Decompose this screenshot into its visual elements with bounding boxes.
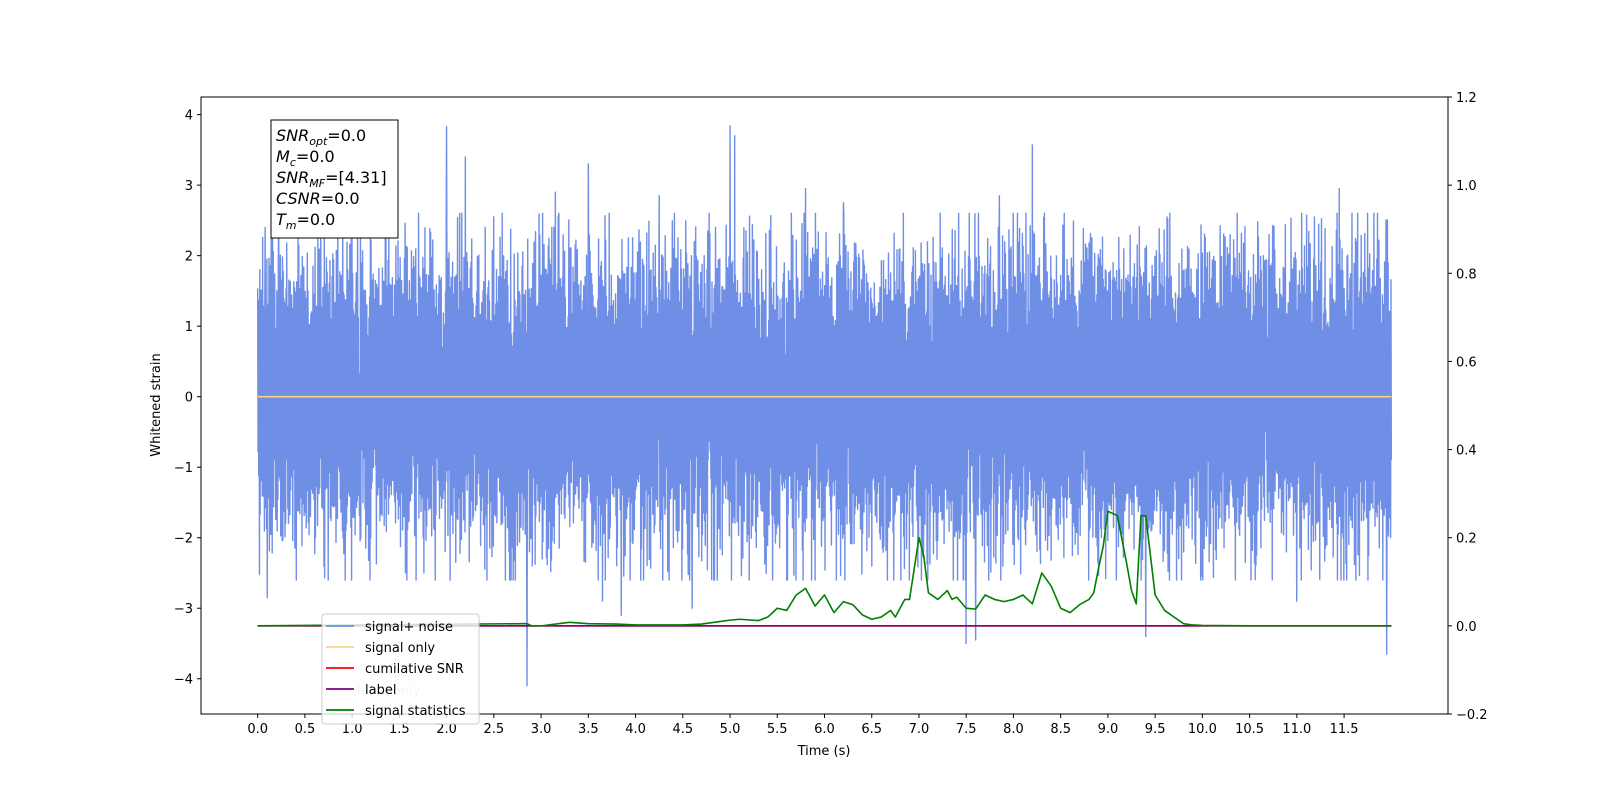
y2-tick-label: 0.6 xyxy=(1456,355,1477,370)
x-tick-label: 10.0 xyxy=(1188,722,1217,737)
annotation-line: CSNR=0.0 xyxy=(276,189,360,208)
x-tick-label: 11.5 xyxy=(1330,722,1359,737)
x-tick-label: 4.0 xyxy=(625,722,646,737)
x-tick-label: 11.0 xyxy=(1282,722,1311,737)
y-axis-title: Whitened strain xyxy=(149,353,164,456)
annotation-value: =0.0 xyxy=(297,210,336,229)
annotation-value: =[4.31] xyxy=(325,168,387,187)
x-tick-label: 5.0 xyxy=(720,722,741,737)
x-tick-label: 1.0 xyxy=(342,722,363,737)
y2-tick-label: 0.2 xyxy=(1456,532,1477,547)
x-tick-label: 8.0 xyxy=(1003,722,1024,737)
x-tick-label: 7.5 xyxy=(956,722,977,737)
x-tick-label: 8.5 xyxy=(1050,722,1071,737)
x-tick-label: 0.5 xyxy=(295,722,316,737)
x-tick-label: 6.0 xyxy=(814,722,835,737)
annotation-subscript: opt xyxy=(309,135,328,148)
y-tick-label: 1 xyxy=(185,320,193,335)
annotation-subscript: m xyxy=(286,219,297,232)
y-axis-right: 1.2 1.0 0.8 0.6 0.4 0.2 0.0 −0.2 xyxy=(1448,91,1488,723)
y-tick-label: −2 xyxy=(174,532,193,547)
y-tick-label: 3 xyxy=(185,179,193,194)
x-tick-label: 2.5 xyxy=(484,722,505,737)
y-tick-label: 2 xyxy=(185,250,193,265)
legend-frame xyxy=(321,613,480,725)
annotation-line: SNRMF=[4.31] xyxy=(276,168,387,190)
annotation-line: SNRopt=0.0 xyxy=(276,126,366,148)
annotation-value: =0.0 xyxy=(296,147,335,166)
y-axis-left: 4 3 2 1 0 −1 −2 −3 −4 xyxy=(174,109,201,688)
annotation-value: =0.0 xyxy=(321,189,360,208)
y-tick-label: −1 xyxy=(174,461,193,476)
x-tick-label: 1.5 xyxy=(389,722,410,737)
y2-tick-label: 0.4 xyxy=(1456,444,1477,459)
annotation-line: Tm=0.0 xyxy=(276,210,335,232)
y-tick-label: 4 xyxy=(185,109,193,124)
annotation-symbol: CSNR xyxy=(276,189,321,208)
y2-tick-label: 0.8 xyxy=(1456,267,1477,282)
x-tick-label: 0.0 xyxy=(247,722,268,737)
y-tick-label: 0 xyxy=(185,391,193,406)
x-tick-label: 3.0 xyxy=(531,722,552,737)
y2-tick-label: 0.0 xyxy=(1456,620,1477,635)
x-axis: 0.0 0.5 1.0 1.5 2.0 2.5 3.0 3.5 4.0 4.5 5.0 5.5 6.0 6… xyxy=(247,714,1359,737)
annotation-subscript: MF xyxy=(309,177,325,190)
legend-label: signal+ noise xyxy=(365,620,453,635)
annotation-frame xyxy=(270,119,399,239)
x-tick-label: 2.0 xyxy=(436,722,457,737)
y2-tick-label: 1.2 xyxy=(1456,91,1477,106)
x-axis-title: Time (s) xyxy=(797,744,851,759)
annotation-symbol: SNR xyxy=(276,168,309,187)
annotation-symbol: M xyxy=(276,147,290,166)
series-signal-noise-line xyxy=(256,125,1393,687)
legend-label: signal statistics xyxy=(365,704,466,719)
x-tick-label: 4.5 xyxy=(672,722,693,737)
annotation-symbol: SNR xyxy=(276,126,309,145)
legend-label: signal only xyxy=(365,641,435,656)
annotation-box: SNRopt=0.0Mc=0.0SNRMF=[4.31]CSNR=0.0Tm=0… xyxy=(270,119,399,239)
x-tick-label: 10.5 xyxy=(1235,722,1264,737)
annotation-value: =0.0 xyxy=(327,126,366,145)
annotation-line: Mc=0.0 xyxy=(276,147,335,169)
annotation-symbol: T xyxy=(276,210,287,229)
y-tick-label: −4 xyxy=(174,673,193,688)
x-tick-label: 5.5 xyxy=(767,722,788,737)
x-tick-label: 6.5 xyxy=(861,722,882,737)
annotation-subscript: c xyxy=(290,156,296,169)
legend-label: label xyxy=(365,683,396,698)
y-tick-label: −3 xyxy=(174,602,193,617)
y2-tick-label: 1.0 xyxy=(1456,179,1477,194)
x-tick-label: 9.0 xyxy=(1098,722,1119,737)
legend-label: cumilative SNR xyxy=(365,662,464,677)
x-tick-label: 7.0 xyxy=(909,722,930,737)
x-tick-label: 9.5 xyxy=(1145,722,1166,737)
series-signal-statistics-line xyxy=(257,510,1392,627)
y2-tick-label: −0.2 xyxy=(1456,708,1488,723)
x-tick-label: 3.5 xyxy=(578,722,599,737)
